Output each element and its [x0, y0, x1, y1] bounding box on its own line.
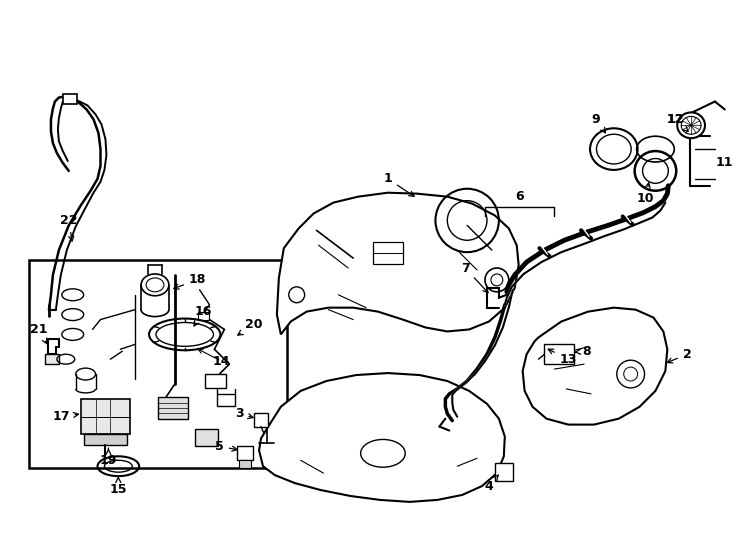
- Ellipse shape: [141, 274, 169, 296]
- Text: 11: 11: [716, 157, 733, 170]
- Text: 10: 10: [637, 183, 654, 205]
- Bar: [373, 242, 403, 264]
- Text: 1: 1: [383, 172, 414, 197]
- Bar: [254, 413, 268, 427]
- Text: 16: 16: [194, 305, 212, 326]
- Text: 12: 12: [666, 113, 688, 131]
- Text: 6: 6: [515, 190, 524, 203]
- Text: 12: 12: [666, 113, 684, 126]
- Text: 18: 18: [174, 273, 206, 289]
- Text: 5: 5: [215, 440, 237, 453]
- Bar: [45, 354, 59, 364]
- Bar: [158, 397, 188, 418]
- Bar: [81, 399, 130, 434]
- Text: 4: 4: [484, 475, 498, 492]
- Bar: [197, 312, 209, 320]
- Bar: [237, 447, 253, 460]
- Bar: [29, 260, 287, 468]
- Polygon shape: [259, 373, 505, 502]
- Polygon shape: [277, 193, 519, 334]
- Text: 8: 8: [575, 345, 590, 358]
- Bar: [217, 394, 236, 406]
- Text: 21: 21: [30, 323, 48, 343]
- Bar: [195, 429, 219, 447]
- Bar: [63, 93, 77, 104]
- Text: 19: 19: [100, 448, 117, 467]
- Bar: [545, 345, 574, 364]
- Text: 22: 22: [60, 214, 78, 241]
- Text: 15: 15: [109, 477, 127, 496]
- Bar: [205, 374, 226, 388]
- Bar: [495, 463, 513, 481]
- Bar: [239, 460, 251, 468]
- Text: 9: 9: [592, 113, 606, 133]
- Ellipse shape: [76, 368, 95, 380]
- Text: 17: 17: [52, 410, 79, 423]
- Bar: [84, 434, 127, 445]
- Text: 7: 7: [461, 261, 488, 293]
- Text: 14: 14: [213, 355, 230, 368]
- Text: 2: 2: [667, 348, 691, 363]
- Polygon shape: [523, 308, 667, 424]
- Ellipse shape: [677, 112, 705, 138]
- Text: 13: 13: [548, 349, 577, 366]
- Text: 3: 3: [235, 407, 253, 420]
- Text: 20: 20: [238, 318, 263, 335]
